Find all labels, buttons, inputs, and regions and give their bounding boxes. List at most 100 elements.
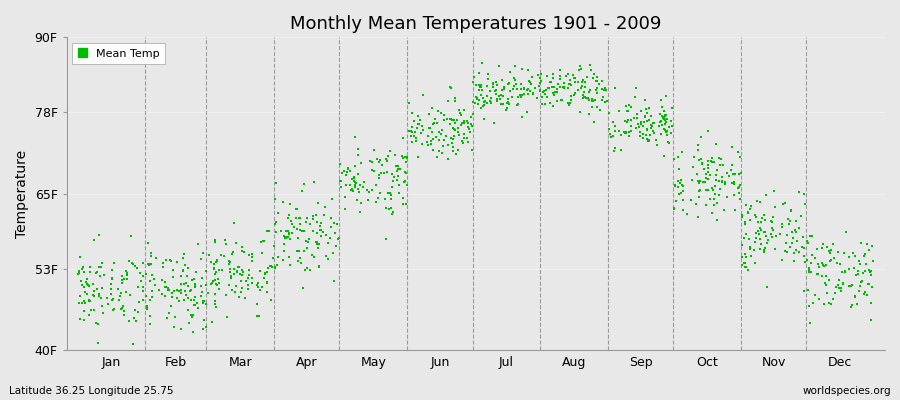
Point: [589, 78, 603, 84]
Point: [208, 291, 222, 298]
Point: [386, 178, 400, 184]
Point: [162, 257, 176, 263]
Point: [320, 232, 334, 238]
Point: [620, 119, 634, 126]
Point: [492, 96, 507, 102]
Point: [510, 93, 525, 100]
Point: [267, 221, 282, 227]
Point: [290, 247, 304, 254]
Point: [328, 242, 343, 249]
Point: [136, 273, 150, 279]
Point: [367, 147, 382, 153]
Point: [757, 212, 771, 218]
Point: [842, 254, 856, 260]
Point: [399, 170, 413, 176]
Point: [164, 302, 178, 309]
Point: [75, 266, 89, 272]
Point: [588, 97, 602, 103]
Point: [80, 291, 94, 297]
Point: [92, 264, 106, 270]
Point: [221, 258, 236, 264]
Point: [78, 300, 93, 307]
Point: [561, 100, 575, 106]
Point: [461, 139, 475, 146]
Point: [476, 95, 491, 102]
Point: [863, 317, 878, 323]
Point: [170, 294, 184, 301]
Point: [519, 109, 534, 115]
Point: [143, 321, 157, 328]
Point: [851, 288, 866, 294]
Point: [831, 249, 845, 256]
Point: [608, 145, 622, 152]
Point: [310, 241, 324, 247]
Point: [432, 137, 446, 143]
Point: [758, 228, 772, 235]
Point: [533, 80, 547, 86]
Point: [562, 81, 577, 87]
Point: [810, 270, 824, 277]
Point: [415, 122, 429, 129]
Point: [260, 280, 274, 286]
Point: [229, 282, 243, 289]
Point: [276, 257, 291, 264]
Point: [571, 79, 585, 86]
Point: [741, 209, 755, 215]
Point: [241, 282, 256, 288]
Point: [429, 120, 444, 126]
Point: [842, 266, 856, 272]
Point: [204, 319, 219, 326]
Point: [434, 110, 448, 117]
Point: [283, 236, 297, 242]
Point: [415, 140, 429, 147]
Point: [90, 286, 104, 292]
Point: [260, 269, 274, 275]
Point: [830, 260, 844, 266]
Point: [275, 199, 290, 205]
Point: [231, 264, 246, 270]
Point: [88, 270, 103, 276]
Point: [338, 193, 352, 200]
Point: [814, 273, 829, 280]
Point: [607, 148, 621, 154]
Point: [131, 298, 146, 305]
Point: [282, 254, 296, 260]
Point: [608, 128, 623, 134]
Point: [235, 285, 249, 292]
Point: [496, 101, 510, 107]
Point: [548, 89, 562, 95]
Point: [601, 125, 616, 132]
Point: [291, 234, 305, 241]
Point: [119, 289, 133, 296]
Point: [113, 306, 128, 312]
Point: [726, 171, 741, 178]
Point: [598, 98, 612, 105]
Point: [704, 158, 718, 164]
Point: [77, 269, 92, 275]
Point: [312, 222, 327, 229]
Point: [636, 131, 651, 137]
Point: [562, 81, 576, 87]
Point: [424, 137, 438, 144]
Point: [747, 247, 761, 253]
Y-axis label: Temperature: Temperature: [15, 150, 29, 238]
Point: [638, 106, 652, 112]
Point: [366, 168, 381, 174]
Point: [259, 279, 274, 285]
Point: [425, 129, 439, 136]
Point: [456, 140, 471, 146]
Point: [446, 148, 460, 154]
Point: [507, 83, 521, 89]
Point: [208, 270, 222, 277]
Point: [590, 77, 605, 84]
Point: [826, 296, 841, 302]
Point: [337, 168, 351, 174]
Point: [451, 128, 465, 135]
Point: [384, 204, 399, 211]
Point: [86, 237, 101, 243]
Point: [698, 170, 713, 177]
Point: [198, 301, 212, 308]
Point: [395, 200, 410, 207]
Point: [557, 84, 572, 91]
Point: [86, 293, 101, 299]
